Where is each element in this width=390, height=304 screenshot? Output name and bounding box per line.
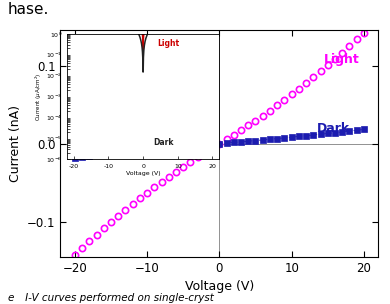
Text: Dark: Dark	[317, 122, 350, 135]
Y-axis label: Current (nA): Current (nA)	[9, 105, 21, 182]
X-axis label: Voltage (V): Voltage (V)	[185, 280, 254, 293]
Text: hase.: hase.	[8, 2, 49, 16]
Text: Light: Light	[324, 53, 360, 66]
Text: e    I-V curves performed on single-cryst: e I-V curves performed on single-cryst	[8, 293, 214, 303]
